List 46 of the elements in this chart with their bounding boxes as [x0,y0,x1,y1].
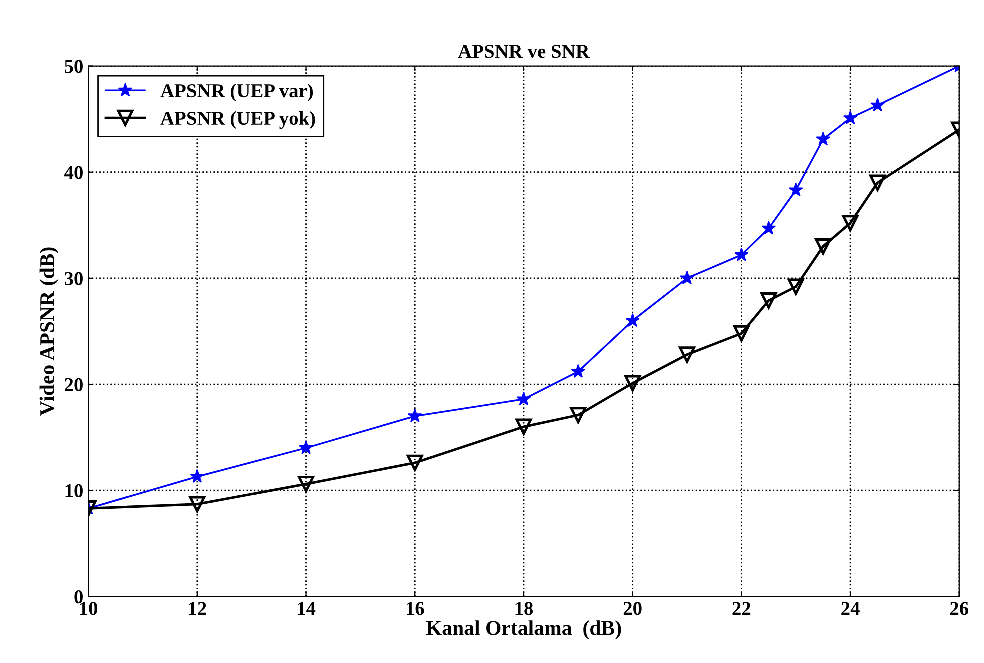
point [870,98,885,112]
x-tick-label: 12 [189,602,206,616]
y-tick-label: 40 [64,166,83,180]
y-axis-title: Video APSNR (dB) [40,248,59,416]
point [815,238,832,255]
point [733,325,750,342]
x-tick-label: 22 [732,602,751,616]
chart-title: APSNR ve SNR [458,45,590,58]
x-axis-title: Kanal Ortalama (dB) [426,620,622,640]
point [760,292,778,309]
y-tick-label: 0 [74,590,83,604]
x-tick-label: 14 [298,602,316,616]
point [408,408,422,423]
point [680,270,694,285]
point [788,182,804,197]
point [870,174,886,192]
x-tick-label: 18 [516,602,534,616]
point [762,221,776,235]
y-tick-label: 50 [65,60,83,74]
x-tick-label: 16 [406,602,424,616]
point [679,346,696,364]
point [843,110,858,124]
legend-label: APSNR (UEP var) [160,84,314,102]
point [299,440,314,454]
point [406,454,424,472]
y-tick-label: 30 [64,272,83,286]
point [190,469,205,483]
point [788,278,804,296]
x-tick-label: 10 [80,602,98,616]
point [842,215,859,232]
x-tick-label: 26 [950,602,969,616]
y-tick-label: 10 [66,484,83,498]
x-tick-label: 20 [624,602,642,616]
point [189,496,206,513]
point [626,313,640,328]
point [516,418,532,436]
point [624,375,642,392]
point [734,248,749,262]
legend-label: APSNR (UEP yok) [160,111,316,130]
point [298,476,314,492]
x-tick-label: 24 [842,602,860,616]
point [570,407,587,424]
y-tick-label: 20 [65,378,83,392]
point [816,132,830,146]
point [516,392,532,406]
point [571,364,586,378]
